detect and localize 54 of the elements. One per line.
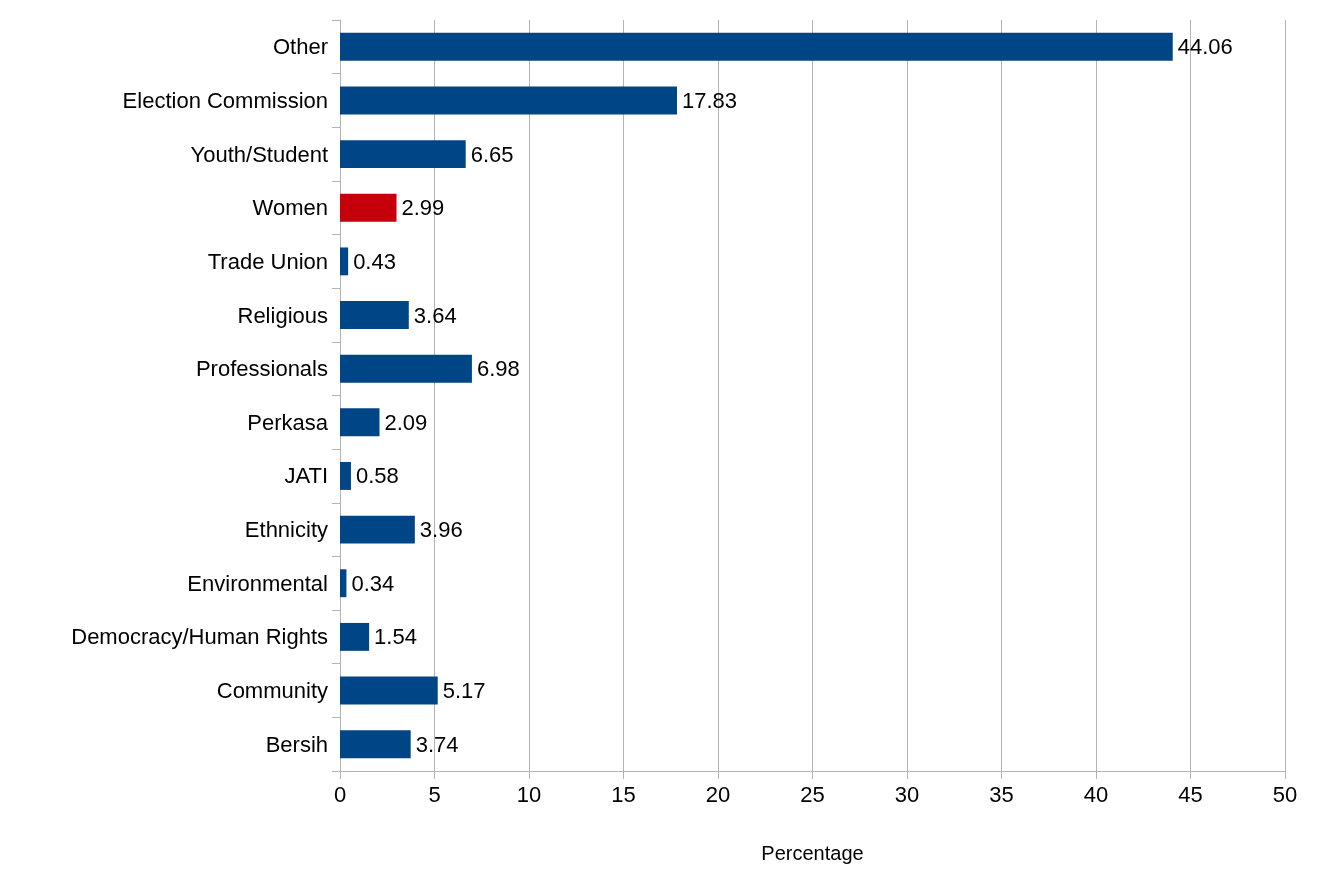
data-label: 5.17 — [442, 678, 486, 704]
data-label: 2.99 — [401, 195, 445, 221]
x-tick-label: 15 — [611, 781, 636, 807]
y-tick-label: Bersih — [265, 731, 328, 757]
y-tick-label: Youth/Student — [190, 141, 328, 167]
data-label: 3.64 — [413, 302, 457, 328]
data-label: 0.58 — [355, 463, 399, 489]
bar — [340, 354, 472, 383]
bar — [340, 247, 349, 276]
bar — [340, 408, 380, 437]
bar — [340, 676, 438, 705]
x-tick-label: 40 — [1083, 781, 1109, 807]
bar — [340, 301, 409, 329]
y-tick-label: JATI — [284, 463, 328, 489]
data-label: 17.83 — [681, 87, 738, 113]
bar — [340, 86, 677, 115]
x-tick-label: 35 — [989, 781, 1014, 807]
bar — [340, 140, 466, 169]
y-tick-label: Election Commission — [122, 87, 328, 113]
bar — [340, 32, 1173, 61]
y-tick-label: Religious — [237, 302, 328, 328]
y-tick-label: Ethnicity — [244, 517, 328, 543]
data-label: 0.34 — [351, 570, 395, 596]
bar — [340, 622, 370, 651]
x-tick-label: 30 — [894, 781, 920, 807]
data-label: 6.98 — [476, 356, 520, 382]
y-tick-label: Professionals — [195, 356, 328, 382]
y-tick-label: Community — [216, 678, 328, 704]
data-label: 44.06 — [1177, 34, 1233, 60]
x-tick-label: 5 — [428, 781, 441, 807]
y-tick-label: Women — [252, 195, 328, 221]
y-tick-label: Trade Union — [207, 248, 328, 274]
data-label: 3.74 — [415, 731, 459, 757]
data-label: 2.09 — [384, 409, 428, 435]
x-tick-label: 20 — [705, 781, 731, 807]
y-tick-label: Democracy/Human Rights — [71, 624, 328, 650]
y-tick-label: Environmental — [187, 570, 328, 596]
y-tick-label: Other — [272, 34, 328, 60]
x-tick-label: 25 — [800, 781, 825, 807]
x-axis-title: Percentage — [761, 842, 864, 864]
data-label: 1.54 — [374, 624, 417, 650]
data-label: 6.65 — [470, 141, 514, 167]
data-label: 3.96 — [419, 517, 463, 543]
x-tick-label: 50 — [1272, 781, 1298, 807]
bar — [340, 193, 397, 222]
bar — [340, 462, 351, 490]
x-tick-label: 0 — [333, 781, 347, 807]
bar — [340, 730, 411, 759]
data-label: 0.43 — [353, 248, 396, 274]
bar — [340, 515, 415, 544]
y-tick-label: Perkasa — [247, 409, 329, 435]
x-tick-label: 45 — [1178, 781, 1203, 807]
bar — [340, 569, 347, 598]
x-tick-label: 10 — [516, 781, 542, 807]
